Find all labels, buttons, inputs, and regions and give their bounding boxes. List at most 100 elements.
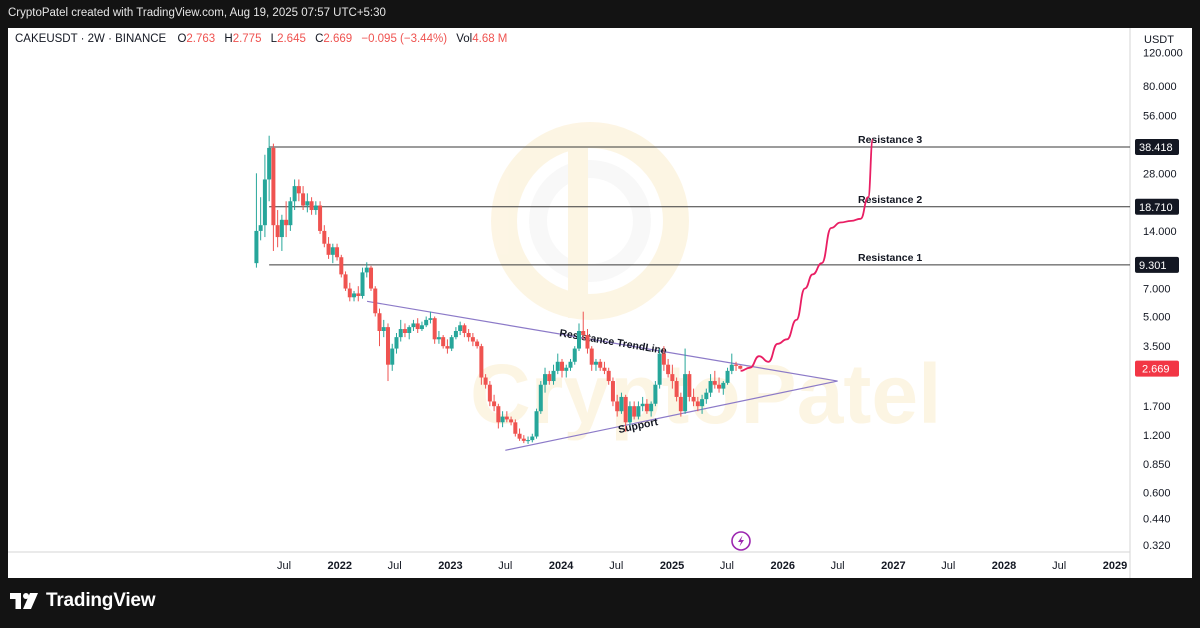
- candle-body: [555, 361, 560, 371]
- candle-body: [292, 186, 297, 202]
- price-badges: 38.418 18.710 9.301 2.669: [1135, 139, 1179, 377]
- candle-body: [521, 438, 526, 441]
- candle-body: [487, 384, 492, 402]
- y-tick-label: 1.200: [1143, 430, 1171, 442]
- candle-body: [644, 403, 649, 412]
- x-tick-label: 2027: [881, 560, 905, 572]
- candle-body: [275, 225, 280, 238]
- candle-body: [326, 243, 331, 255]
- candle-body: [640, 403, 645, 407]
- candle-body: [513, 422, 518, 434]
- x-tick-label: Jul: [1052, 560, 1066, 572]
- x-tick-label: 2023: [438, 560, 462, 572]
- candle-body: [390, 348, 395, 365]
- level-price-badge: [1135, 256, 1179, 273]
- legend-close-value: 2.669: [323, 33, 352, 45]
- candle-body: [610, 381, 615, 402]
- candle-body: [318, 205, 323, 231]
- legend-volume-value: 4.68 M: [472, 33, 507, 45]
- level-price-text: 18.710: [1139, 202, 1173, 214]
- y-tick-label: 3.500: [1143, 341, 1171, 353]
- candle-body: [428, 318, 433, 320]
- candle-body: [547, 374, 552, 382]
- y-tick-label: 7.000: [1143, 284, 1171, 296]
- candle-body: [564, 367, 569, 371]
- candle-body: [661, 353, 666, 365]
- y-tick-label: 1.700: [1143, 401, 1171, 413]
- candle-body: [627, 406, 632, 423]
- candle-body: [419, 325, 424, 330]
- candle-body: [475, 341, 480, 347]
- candle-body: [717, 384, 722, 389]
- resistance-label: Resistance 2: [858, 194, 922, 206]
- legend-close-label: C: [315, 33, 323, 45]
- candle-body: [407, 327, 412, 333]
- candle-body: [449, 337, 454, 349]
- projection-line: [740, 138, 874, 372]
- candle-body: [560, 361, 565, 371]
- candle-body: [402, 329, 407, 333]
- candle-body: [585, 335, 590, 349]
- legend-open-label: O: [177, 33, 186, 45]
- candles: [254, 135, 743, 444]
- level-price-text: 9.301: [1139, 260, 1167, 272]
- lightning-icon[interactable]: [731, 531, 751, 551]
- candle-body: [356, 293, 361, 296]
- x-tick-label: Jul: [720, 560, 734, 572]
- legend-high-label: H: [224, 33, 232, 45]
- candle-body: [352, 293, 357, 298]
- x-tick-label: Jul: [388, 560, 402, 572]
- candle-body: [347, 288, 352, 298]
- candle-body: [262, 179, 267, 226]
- candle-body: [593, 361, 598, 365]
- candle-body: [526, 440, 531, 442]
- legend-open-value: 2.763: [186, 33, 215, 45]
- y-tick-label: 0.320: [1143, 540, 1171, 552]
- candle-body: [598, 361, 603, 368]
- candle-body: [683, 374, 688, 412]
- candle-body: [369, 267, 374, 289]
- candle-body: [657, 353, 662, 385]
- candle-body: [517, 433, 522, 439]
- candle-body: [504, 416, 509, 420]
- legend-low-label: L: [271, 33, 278, 45]
- candle-body: [530, 436, 535, 441]
- y-tick-label: 0.440: [1143, 514, 1171, 526]
- resistance-label: Resistance 1: [858, 252, 922, 264]
- y-tick-label: 0.850: [1143, 459, 1171, 471]
- candle-body: [411, 323, 416, 328]
- x-tick-label: Jul: [831, 560, 845, 572]
- legend-symbol: CAKEUSDT · 2W · BINANCE: [15, 33, 167, 45]
- candle-body: [445, 346, 450, 349]
- candle-body: [649, 403, 654, 412]
- x-tick-label: Jul: [609, 560, 623, 572]
- x-tick-label: Jul: [498, 560, 512, 572]
- candle-body: [483, 377, 488, 385]
- trendline: [366, 300, 838, 382]
- footer-bar: TradingView: [0, 578, 1200, 628]
- y-axis: 120.00080.00056.00038.41828.00018.71014.…: [1143, 47, 1183, 552]
- candle-body: [254, 230, 259, 264]
- candle-body: [377, 313, 382, 331]
- candle-body: [729, 364, 734, 371]
- candle-body: [619, 396, 624, 412]
- candle-body: [568, 361, 573, 368]
- candle-body: [398, 329, 403, 338]
- candle-body: [636, 406, 641, 417]
- candle-body: [322, 230, 327, 244]
- tradingview-logo[interactable]: TradingView: [10, 590, 156, 612]
- candle-body: [725, 370, 730, 383]
- candle-body: [470, 337, 475, 342]
- candle-body: [385, 327, 390, 365]
- candle-body: [678, 396, 683, 412]
- candle-body: [509, 419, 514, 423]
- legend-low-value: 2.645: [277, 33, 306, 45]
- candle-body: [543, 374, 548, 385]
- candle-body: [441, 337, 446, 347]
- candle-body: [305, 201, 310, 206]
- chart-svg[interactable]: CryptoPatel CAKEUSDT · 2W · BINANCE O2.7…: [8, 28, 1192, 578]
- last-price-badge: [1135, 360, 1179, 377]
- candle-body: [364, 267, 369, 273]
- candle-body: [301, 193, 306, 206]
- candle-body: [602, 367, 607, 371]
